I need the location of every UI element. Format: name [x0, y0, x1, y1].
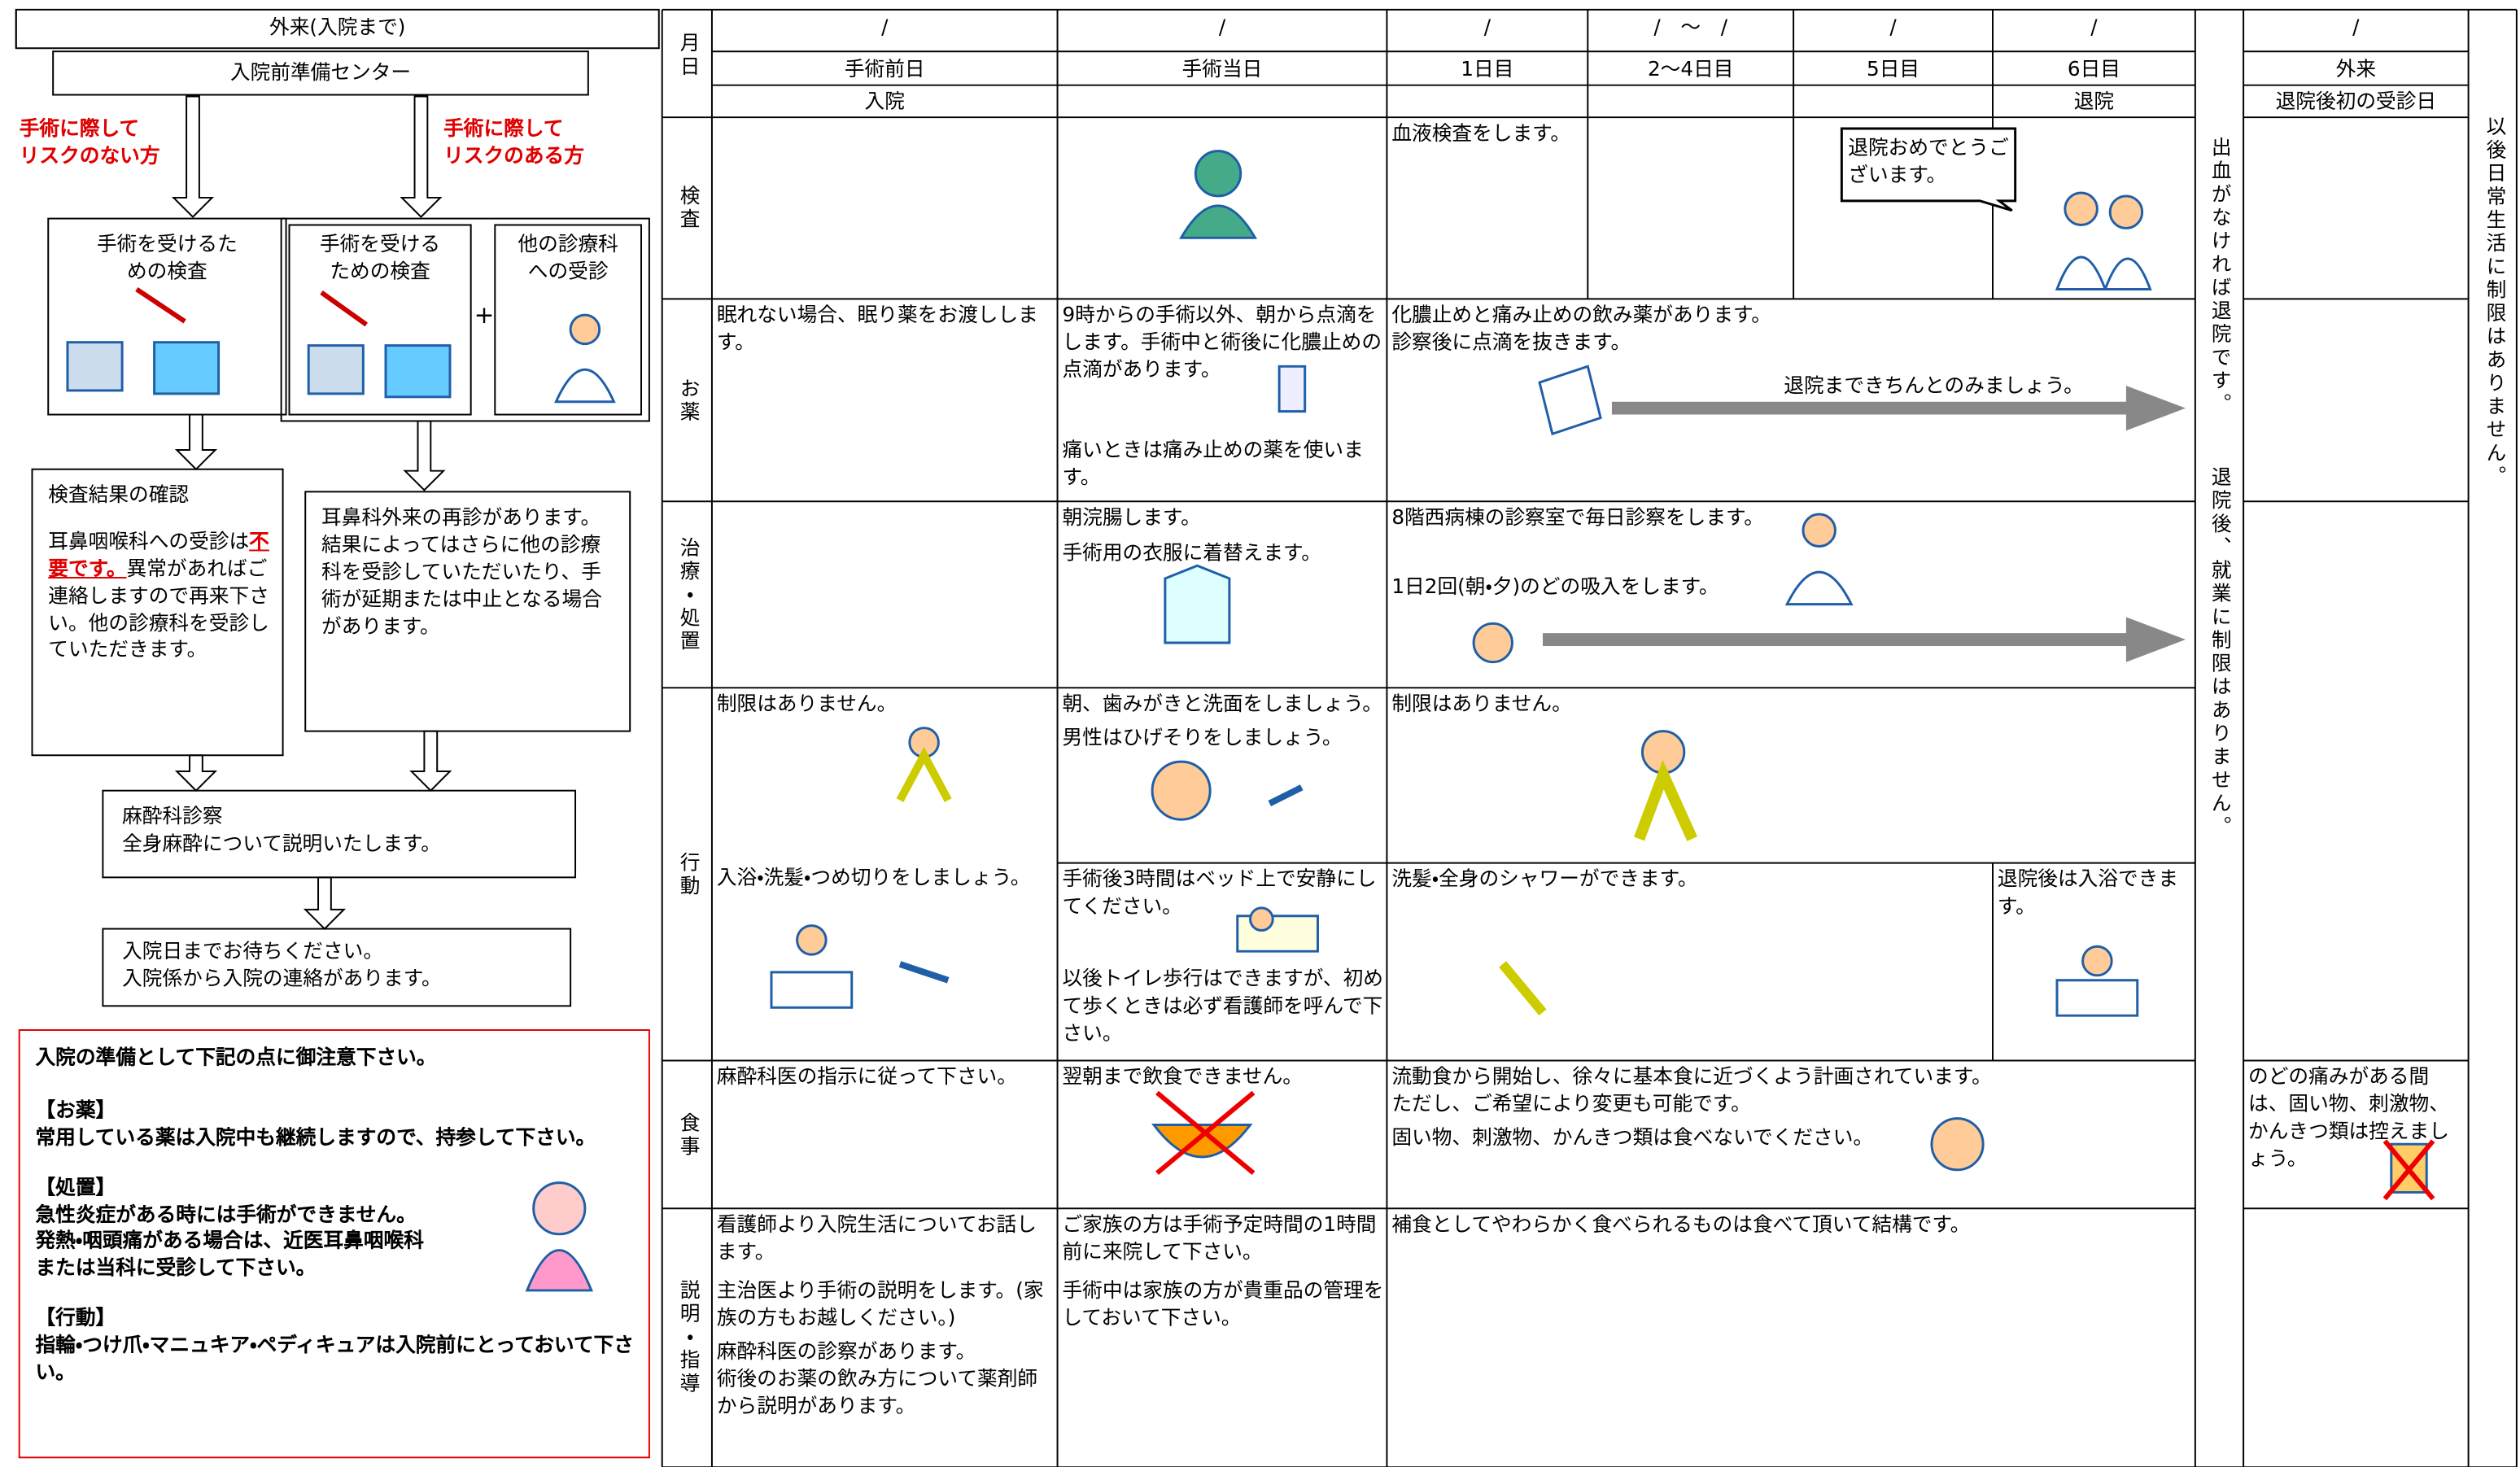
cell-text: 手術用の衣服に着替えます。: [1062, 539, 1321, 565]
result-title: 検査結果の確認: [48, 482, 190, 507]
row-label-text: 食事: [676, 1111, 701, 1158]
cell-text: 制限はありません。: [716, 691, 898, 715]
notice-text: 急性炎症がある時には手術ができません。 発熱・咽頭痛がある場合は、近医耳鼻咽喉科…: [35, 1201, 424, 1280]
notice-text: 常用している薬は入院中も継続しますので、持参して下さい。: [35, 1124, 596, 1149]
cell-text: 主治医より手術の説明をします。(家族の方もお越しください。): [716, 1277, 1044, 1329]
row-label-text: 治療・処置: [676, 536, 701, 653]
month-day: 月日: [676, 32, 701, 79]
center-title: 入院前準備センター: [229, 59, 412, 84]
row-label-text: 行動: [676, 850, 701, 898]
notice: 入院の準備として下記の点に御注意下さい。 【お薬】 常用している薬は入院中も継続…: [35, 1045, 643, 1386]
exam-risk: 手術を受ける ための検査: [319, 231, 441, 283]
day-label: 手術前日: [844, 56, 925, 81]
cell-text: 手術中は家族の方が貴重品の管理をしておいて下さい。: [1062, 1277, 1384, 1329]
cell-text: 朝浣腸します。: [1062, 504, 1201, 529]
cell-text: 1日2回(朝・夕)のどの吸入をします。: [1391, 574, 1719, 598]
day-label: 5日目: [1866, 56, 1920, 81]
cell-text: 麻酔科医の指示に従って下さい。: [716, 1063, 1017, 1089]
risk-label: 手術に際して リスクのある方: [443, 116, 584, 168]
day-label: 6日目: [2067, 56, 2120, 81]
outpatient-header: 外来(入院まで): [269, 14, 406, 39]
cell-text: 制限はありません。: [1391, 691, 1572, 715]
day-label: 手術当日: [1181, 56, 1263, 81]
cell-text: 朝、歯みがきと洗面をしましょう。: [1062, 691, 1383, 715]
cell-text: 流動食から開始し、徐々に基本食に近づくよう計画されています。 ただし、ご希望によ…: [1391, 1063, 1992, 1116]
plus-sign: +: [474, 300, 495, 330]
cell-text: 化膿止めと痛み止めの飲み薬があります。 診察後に点滴を抜きます。: [1391, 302, 1771, 354]
cell-text: 手術後3時間はベッド上で安静にしてください。: [1062, 866, 1377, 918]
date: /: [2352, 14, 2360, 39]
result-box: 検査結果の確認 耳鼻咽喉科への受診は不要です。異常があればご連絡しますので再来下…: [48, 482, 273, 665]
vertical-note: 退院後、就業に制限はありません。: [2208, 465, 2233, 839]
cell-text: 以後トイレ歩行はできますが、初めて歩くときは必ず看護師を呼んで下さい。: [1062, 965, 1384, 1045]
notice-text: 指輪・つけ爪・マニュキア・ペディキュアは入院前にとっておいて下さい。: [35, 1332, 634, 1384]
vertical-note: 以後日常生活に制限はありません。: [2483, 116, 2507, 489]
row-label: 食事: [662, 1061, 712, 1209]
date: /: [1889, 14, 1897, 39]
notice-heading: 【お薬】: [35, 1097, 116, 1122]
row-label: 検査: [662, 117, 712, 299]
day-label: 外来: [2335, 56, 2377, 81]
cell-text: 麻酔科医の診察があります。 術後のお薬の飲み方について薬剤師から説明があります。: [716, 1338, 1038, 1417]
cell-text: 9時からの手術以外、朝から点滴をします。手術中と術後に化膿止めの点滴があります。: [1062, 302, 1382, 381]
no-risk-label: 手術に際して リスクのない方: [19, 116, 160, 168]
cell-text: 入浴・洗髪・つめ切りをしましょう。: [716, 864, 1031, 889]
ent-revisit: 耳鼻科外来の再診があります。 結果によってはさらに他の診療科を受診していただいた…: [321, 504, 602, 638]
anesthesia: 麻酔科診察 全身麻酔について説明いたします。: [122, 803, 441, 855]
date: /: [2090, 14, 2098, 39]
cell-text: 血液検査をします。: [1391, 120, 1571, 145]
exam-no-risk: 手術を受けるた めの検査: [96, 231, 238, 283]
cell-text: 男性はひげそりをしましょう。: [1062, 724, 1343, 749]
cell-text: ご家族の方は手術予定時間の1時間前に来院して下さい。: [1062, 1212, 1377, 1264]
other-dept: 他の診療科 への受診: [518, 231, 618, 283]
admission: 入院: [864, 88, 905, 113]
notice-heading: 【処置】: [35, 1173, 116, 1198]
date: /: [1483, 14, 1491, 39]
cell-text: 眠れない場合、眠り薬をお渡しします。: [716, 302, 1038, 354]
row-label: 行動: [662, 688, 712, 1060]
cell-text: 固い物、刺激物、かんきつ類は食べないでください。: [1391, 1124, 1874, 1150]
day-label: 1日目: [1461, 56, 1514, 81]
speech-bubble: 退院おめでとうございます。: [1848, 134, 2009, 186]
row-label: 治療・処置: [662, 501, 712, 688]
wait: 入院日までお待ちください。 入院係から入院の連絡があります。: [122, 938, 442, 990]
notice-title: 入院の準備として下記の点に御注意下さい。: [35, 1044, 437, 1069]
cell-text: 退院後は入浴できます。: [1997, 866, 2179, 918]
date: /: [881, 14, 889, 39]
vertical-note: 出血がなければ退院です。: [2208, 136, 2233, 417]
result-text: 異常があればご連絡しますので再来下さい。他の診療科を受診していただきます。: [48, 555, 269, 661]
row-label-text: 説明・指導: [676, 1279, 701, 1396]
discharge: 退院: [2073, 88, 2115, 113]
row-label: お薬: [662, 299, 712, 501]
cell-text: 洗髪・全身のシャワーができます。: [1391, 866, 1698, 891]
row-label-text: 検査: [676, 185, 701, 232]
cell-text: 補食としてやわらかく食べられるものは食べて頂いて結構です。: [1391, 1212, 1971, 1236]
result-emphasis: 不要です。: [48, 528, 269, 580]
cell-text: 看護師より入院生活についてお話します。: [716, 1212, 1037, 1264]
row-label: 説明・指導: [662, 1208, 712, 1467]
cell-text: 翌朝まで飲食できません。: [1062, 1063, 1304, 1089]
result-text: 耳鼻咽喉科への受診は: [48, 528, 250, 553]
date: / ～ /: [1653, 14, 1728, 39]
cell-text: 痛いときは痛み止めの薬を使います。: [1062, 437, 1364, 489]
day-label: 2～4日目: [1647, 56, 1734, 81]
row-label-text: お薬: [676, 377, 701, 424]
arrow-label: 退院まできちんとのみましょう。: [1784, 373, 2084, 397]
cell-text: 8階西病棟の診察室で毎日診察をします。: [1391, 504, 1764, 529]
first-visit: 退院後初の受診日: [2275, 88, 2437, 113]
date: /: [1218, 14, 1226, 39]
notice-heading: 【行動】: [35, 1304, 116, 1329]
cell-text: のどの痛みがある間は、固い物、刺激物、かんきつ類は控えましょう。: [2248, 1063, 2449, 1170]
